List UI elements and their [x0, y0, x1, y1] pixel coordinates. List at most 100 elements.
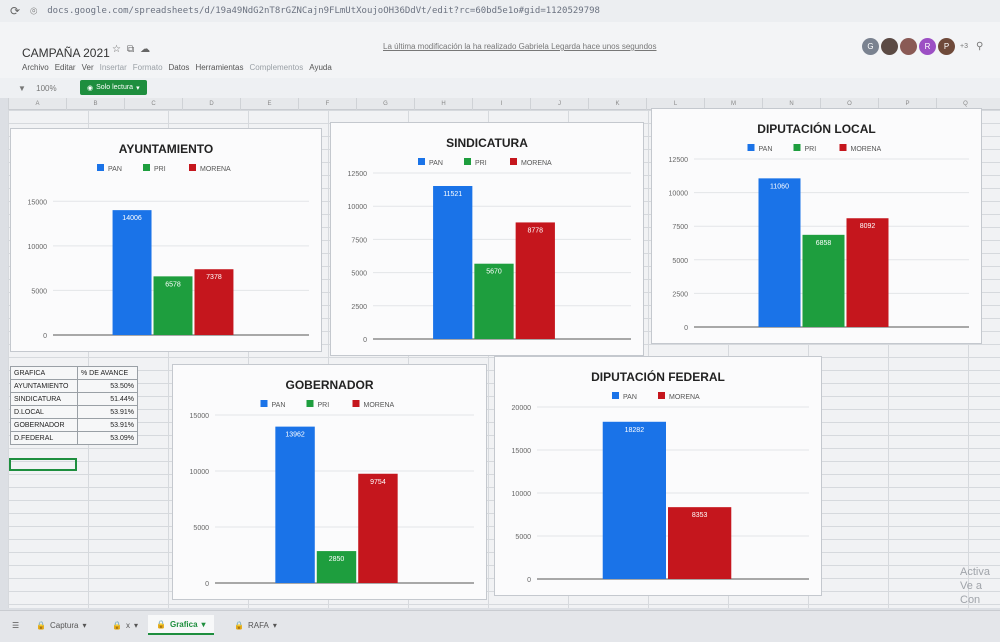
selected-cell[interactable] [9, 458, 77, 471]
menu-ayuda[interactable]: Ayuda [309, 63, 332, 72]
column-header[interactable]: O [820, 98, 878, 110]
lock-icon: 🔒 [156, 619, 166, 629]
chevron-down-icon[interactable]: ▾ [82, 620, 87, 630]
chart-diputacion-federal[interactable]: DIPUTACIÓN FEDERAL PAN MORENA 0 5000 10000 150… [494, 356, 822, 596]
chart-sindicatura[interactable]: SINDICATURA PAN PRI MORENA 0 2500 5000 7500 1000… [330, 122, 644, 356]
menu-formato[interactable]: Formato [132, 63, 163, 72]
url-field[interactable]: docs.google.com/spreadsheets/d/19a49NdG2… [47, 6, 600, 16]
avatar[interactable] [881, 38, 898, 55]
chart-gobernador[interactable]: GOBERNADOR PAN PRI MORENA 0 5000 10000 15000 139… [172, 364, 487, 600]
table-cell-label[interactable]: GOBERNADOR [10, 418, 78, 432]
table-cell-label[interactable]: SINDICATURA [10, 392, 78, 406]
legend-swatch [306, 400, 314, 407]
column-header[interactable]: P [878, 98, 936, 110]
legend-item-pan[interactable]: PAN [260, 400, 286, 409]
menu-datos[interactable]: Datos [168, 63, 190, 72]
reload-icon[interactable]: ⟳ [10, 4, 21, 18]
legend-item-morena[interactable]: MORENA [352, 400, 395, 409]
legend-item-morena[interactable]: MORENA [189, 164, 231, 173]
menu-editar[interactable]: Editar [54, 63, 76, 72]
sheet-tab-grafica[interactable]: 🔒 Grafica ▾ [148, 615, 214, 635]
column-header[interactable]: F [298, 98, 356, 110]
column-header[interactable]: K [588, 98, 646, 110]
column-header[interactable]: L [646, 98, 704, 110]
bar-pan[interactable] [275, 426, 315, 583]
zoom-select[interactable]: 100% [36, 84, 57, 93]
legend-item-pri[interactable]: PRI [306, 400, 330, 409]
column-header[interactable]: H [414, 98, 472, 110]
bar-pan[interactable] [433, 186, 473, 339]
table-cell-value[interactable]: 53.91% [77, 418, 138, 432]
legend-item-morena[interactable]: MORENA [658, 392, 700, 401]
table-cell-value[interactable]: 53.50% [77, 379, 138, 393]
column-header[interactable]: I [472, 98, 530, 110]
legend-item-pan[interactable]: PAN [612, 392, 637, 401]
all-sheets-icon[interactable]: ☰ [12, 620, 20, 630]
column-header[interactable]: M [704, 98, 762, 110]
bar-pri[interactable] [802, 234, 845, 327]
table-cell-value[interactable]: 53.09% [77, 431, 138, 445]
site-info-icon[interactable]: ⌾ [30, 3, 38, 18]
bar-morena[interactable] [194, 269, 234, 335]
chart-ayuntamiento[interactable]: AYUNTAMIENTO PAN PRI MORENA 0 5000 10000 15000 1… [10, 128, 322, 352]
legend-item-pan[interactable]: PAN [747, 144, 773, 153]
more-users-count[interactable]: +3 [960, 43, 968, 50]
table-cell-label[interactable]: AYUNTAMIENTO [10, 379, 78, 393]
avatar[interactable]: P [938, 38, 955, 55]
legend-item-pri[interactable]: PRI [793, 144, 817, 153]
sheet-tab-rafa[interactable]: 🔒 RAFA ▾ [226, 615, 285, 635]
star-icon[interactable]: ☆ [112, 44, 127, 55]
column-header[interactable]: B [66, 98, 124, 110]
legend-item-morena[interactable]: MORENA [839, 144, 882, 153]
table-header-cell[interactable]: GRAFICA [10, 366, 78, 380]
readonly-button[interactable]: ◉ Solo lectura ▾ [80, 80, 147, 95]
table-cell-label[interactable]: D.FEDERAL [10, 431, 78, 445]
chevron-down-icon[interactable]: ▾ [201, 619, 206, 629]
bar-morena[interactable] [846, 218, 889, 327]
column-header[interactable]: E [240, 98, 298, 110]
legend-item-morena[interactable]: MORENA [510, 158, 552, 167]
column-header[interactable]: Q [936, 98, 994, 110]
column-header[interactable]: J [530, 98, 588, 110]
filter-icon[interactable]: ▼ [18, 84, 26, 93]
chevron-down-icon[interactable]: ▾ [133, 620, 138, 630]
chevron-down-icon[interactable]: ▾ [272, 620, 277, 630]
legend-item-pri[interactable]: PRI [143, 164, 166, 173]
bar-pan[interactable] [758, 178, 801, 327]
bar-pan[interactable] [112, 210, 152, 335]
bar-pri[interactable] [316, 551, 357, 583]
legend-item-pri[interactable]: PRI [464, 158, 487, 167]
avatar[interactable]: R [919, 38, 936, 55]
document-title[interactable]: CAMPAÑA 2021 [22, 46, 110, 60]
menu-archivo[interactable]: Archivo [22, 63, 49, 72]
column-header[interactable]: G [356, 98, 414, 110]
column-header[interactable]: A [8, 98, 66, 110]
column-header[interactable]: N [762, 98, 820, 110]
menu-ver[interactable]: Ver [81, 63, 94, 72]
table-cell-label[interactable]: D.LOCAL [10, 405, 78, 419]
add-person-icon[interactable]: ⚲ [975, 41, 984, 52]
table-cell-value[interactable]: 51.44% [77, 392, 138, 406]
table-header-cell[interactable]: % DE AVANCE [77, 366, 138, 380]
column-header[interactable]: D [182, 98, 240, 110]
bar-morena[interactable] [358, 473, 398, 583]
last-edit-link[interactable]: La última modificación la ha realizado G… [383, 42, 657, 51]
bar-morena[interactable] [515, 222, 555, 339]
legend-item-pan[interactable]: PAN [97, 164, 122, 173]
bar-pan[interactable] [602, 421, 666, 579]
bar-pri[interactable] [153, 276, 193, 335]
bar-pri[interactable] [474, 263, 514, 339]
sheet-tab-x[interactable]: 🔒 x ▾ [104, 615, 146, 635]
menu-insertar[interactable]: Insertar [99, 63, 127, 72]
sheet-tab-captura[interactable]: 🔒 Captura ▾ [28, 615, 94, 635]
menu-complementos[interactable]: Complementos [249, 63, 304, 72]
chart-diputacion-local[interactable]: DIPUTACIÓN LOCAL PAN PRI MORENA 0 2500 5000 750… [651, 108, 982, 344]
bar-morena[interactable] [668, 507, 732, 579]
column-header[interactable]: C [124, 98, 182, 110]
avatar[interactable] [900, 38, 917, 55]
legend-item-pan[interactable]: PAN [418, 158, 443, 167]
avatar[interactable]: G [862, 38, 879, 55]
menu-herramientas[interactable]: Herramientas [195, 63, 244, 72]
table-cell-value[interactable]: 53.91% [77, 405, 138, 419]
move-folder-icon[interactable]: ⧉ [126, 44, 141, 55]
